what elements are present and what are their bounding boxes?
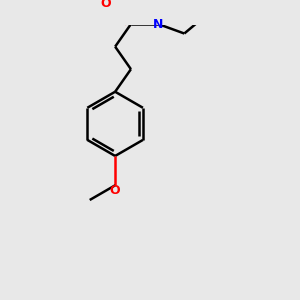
- Text: O: O: [101, 0, 112, 10]
- Text: N: N: [153, 18, 164, 31]
- Text: O: O: [110, 184, 120, 197]
